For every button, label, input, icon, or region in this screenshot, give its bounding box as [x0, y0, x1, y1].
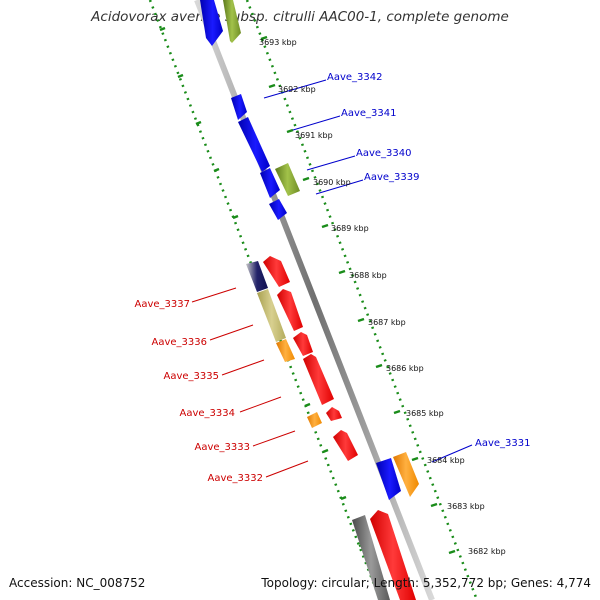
gene-block-reverse: [370, 510, 416, 600]
gene-block-forward: [231, 94, 247, 120]
gene-block-reverse: [307, 412, 322, 428]
forward-gene-labels: Aave_3342 Aave_3341 Aave_3340 Aave_3339 …: [327, 72, 531, 449]
gene-block-reverse: [333, 430, 358, 461]
gene-label-reverse[interactable]: Aave_3336: [152, 337, 208, 348]
reverse-gene-labels: Aave_3337 Aave_3336 Aave_3335 Aave_3334 …: [135, 299, 264, 484]
gene-label-reverse[interactable]: Aave_3333: [195, 442, 251, 453]
gene-block-reverse: [246, 261, 268, 292]
gene-block-forward: [275, 163, 300, 196]
kbp-label: 3682 kbp: [468, 547, 506, 556]
kbp-label: 3685 kbp: [406, 409, 444, 418]
gene-label-reverse[interactable]: Aave_3332: [208, 473, 264, 484]
gene-label-forward[interactable]: Aave_3339: [364, 172, 420, 183]
accession-label: Accession: NC_008752: [9, 576, 146, 590]
kbp-label: 3687 kbp: [368, 318, 406, 327]
gene-block-reverse: [303, 354, 334, 405]
forward-leader-lines: [263, 79, 473, 463]
gene-label-forward[interactable]: Aave_3340: [356, 148, 412, 159]
reverse-strand-genes: [246, 256, 416, 600]
kbp-label: 3692 kbp: [278, 85, 316, 94]
ruler-labels: 3693 kbp 3692 kbp 3691 kbp 3690 kbp 3689…: [259, 38, 506, 556]
gene-block-forward: [238, 117, 270, 172]
gene-block-forward: [393, 452, 419, 497]
kbp-label: 3693 kbp: [259, 38, 297, 47]
kbp-label: 3691 kbp: [295, 131, 333, 140]
kbp-label: 3689 kbp: [331, 224, 369, 233]
gene-block-reverse: [293, 332, 313, 356]
gene-block-reverse: [352, 515, 390, 600]
gene-label-forward[interactable]: Aave_3341: [341, 108, 397, 119]
gene-block-forward: [200, 0, 223, 46]
kbp-label: 3686 kbp: [386, 364, 424, 373]
gene-label-forward[interactable]: Aave_3342: [327, 72, 383, 83]
gene-block-reverse: [276, 339, 295, 362]
ruler-major-ticks: [260, 35, 456, 555]
gene-label-reverse[interactable]: Aave_3334: [180, 408, 236, 419]
gene-label-forward[interactable]: Aave_3331: [475, 438, 531, 449]
gene-block-reverse: [263, 256, 290, 287]
gene-block-reverse: [257, 289, 286, 342]
topology-label: Topology: circular; Length: 5,352,772 bp…: [261, 576, 591, 590]
gene-block-forward: [376, 458, 401, 500]
gene-block-reverse: [326, 407, 342, 421]
reverse-leader-lines: [191, 287, 309, 478]
kbp-label: 3684 kbp: [427, 456, 465, 465]
forward-strand-genes: [200, 0, 419, 500]
gene-block-forward: [223, 0, 241, 43]
gene-block-forward: [269, 199, 287, 220]
genome-title: Acidovorax avenae subsp. citrulli AAC00-…: [91, 9, 509, 25]
gene-block-forward: [260, 168, 280, 198]
gene-label-reverse[interactable]: Aave_3335: [164, 371, 220, 382]
kbp-label: 3688 kbp: [349, 271, 387, 280]
gene-block-reverse: [277, 289, 303, 331]
kbp-label: 3690 kbp: [313, 178, 351, 187]
gene-label-reverse[interactable]: Aave_3337: [135, 299, 191, 310]
kbp-label: 3683 kbp: [447, 502, 485, 511]
